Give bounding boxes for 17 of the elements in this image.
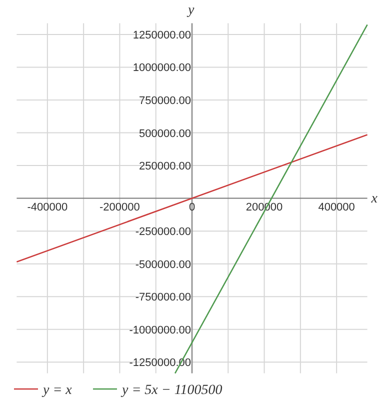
x-tick-label: -200000 bbox=[100, 201, 140, 214]
y-tick-label: 750000.00 bbox=[139, 94, 191, 107]
legend-label: y = x bbox=[41, 383, 73, 398]
x-tick-label: -400000 bbox=[27, 201, 68, 214]
y-tick-label: 1000000.00 bbox=[132, 62, 191, 74]
y-tick-label: -500000.00 bbox=[135, 258, 191, 271]
y-tick-label: 500000.00 bbox=[139, 128, 191, 140]
y-tick-label: -1000000.00 bbox=[129, 324, 191, 336]
y-axis-title: y bbox=[186, 3, 195, 18]
x-tick-label: 400000 bbox=[318, 201, 355, 214]
y-tick-label: -750000.00 bbox=[135, 292, 191, 304]
y-tick-label: -250000.00 bbox=[135, 226, 191, 238]
x-tick-label: 0 bbox=[188, 201, 196, 214]
y-tick-label: 250000.00 bbox=[139, 160, 191, 173]
x-axis-title: x bbox=[370, 191, 378, 206]
y-tick-label: 1250000.00 bbox=[132, 29, 191, 42]
legend-label: y = 5x − 1100500 bbox=[120, 383, 222, 398]
